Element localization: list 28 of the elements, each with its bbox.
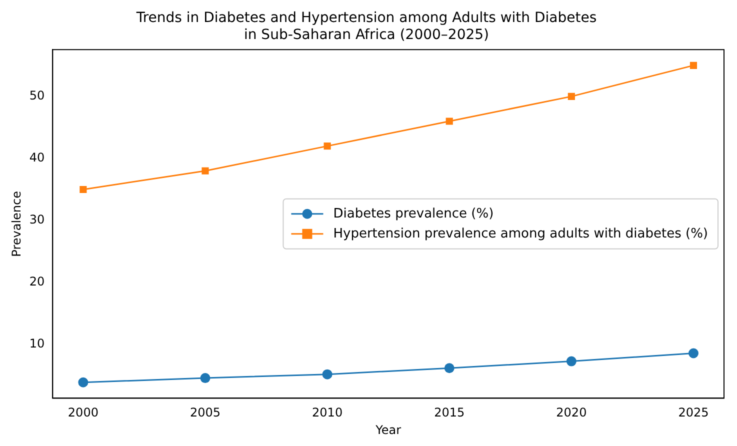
x-axis-title: Year (374, 422, 402, 437)
point (200, 373, 210, 384)
y-tick-label: 10 (29, 336, 45, 351)
point (568, 92, 575, 100)
x-tick-label: 2015 (434, 406, 465, 420)
y-tick-label: 20 (29, 274, 45, 289)
x-tick-label: 2010 (312, 406, 343, 420)
point (446, 118, 453, 125)
point (688, 348, 698, 358)
point (322, 369, 332, 380)
y-axis-title: Prevalence (9, 190, 24, 257)
y-tick-label: 30 (29, 212, 45, 227)
y-tick-label: 50 (29, 88, 45, 103)
x-tick-label: 2005 (190, 406, 221, 420)
point (80, 186, 87, 194)
point (324, 142, 331, 150)
point (690, 62, 698, 69)
y-tick-label: 40 (29, 150, 45, 165)
chart-title: Trends in Diabetes and Hypertension among Adults with Diabetes in Sub-Saharan Africa (2000–2025) (135, 10, 597, 43)
point (78, 377, 88, 388)
x-tick-label: 2000 (68, 406, 98, 420)
x-tick-label: 2025 (678, 406, 709, 420)
legend-label: Diabetes prevalence (%) (333, 206, 494, 222)
x-tick-label: 2020 (556, 406, 587, 420)
point (202, 167, 209, 174)
point (566, 356, 576, 366)
point (444, 363, 454, 374)
legend-label: Hypertension prevalence among adults with diabetes (%) (333, 226, 708, 242)
